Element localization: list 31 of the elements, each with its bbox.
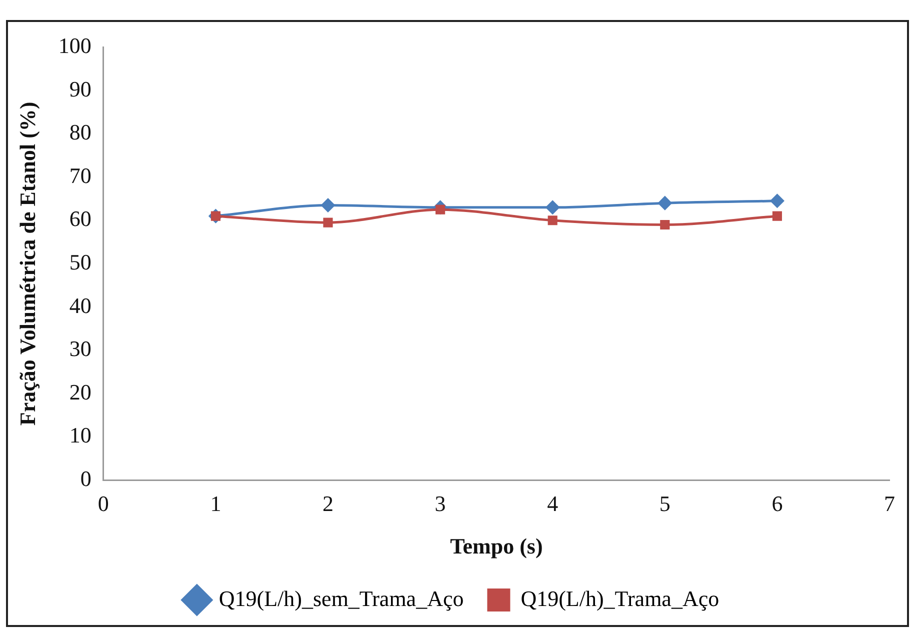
- y-tick-label: 10: [69, 422, 92, 448]
- point: [660, 220, 670, 230]
- y-tick-label: 80: [69, 120, 92, 145]
- y-tick-label: 30: [69, 336, 92, 362]
- point: [546, 200, 560, 214]
- x-tick-label: 0: [98, 491, 109, 516]
- point: [323, 218, 333, 228]
- y-tick-label: 60: [69, 206, 92, 232]
- x-tick-label: 5: [659, 491, 670, 516]
- y-tick-label: 70: [69, 162, 92, 188]
- x-tick-label: 7: [884, 491, 895, 516]
- y-tick-label: 0: [80, 466, 92, 491]
- y-axis-title: Fração Volumétrica de Etanol (%): [14, 102, 40, 426]
- x-axis-title: Tempo (s): [450, 533, 543, 558]
- y-tick-label: 20: [69, 379, 92, 404]
- y-tick-label: 100: [58, 32, 92, 58]
- legend-label: Q19(L/h)_sem_Trama_Aço: [218, 586, 464, 611]
- x-tick-label: 1: [210, 491, 222, 516]
- point: [321, 198, 335, 212]
- point: [658, 196, 672, 210]
- x-tick-label: 2: [322, 491, 334, 516]
- y-tick-label: 90: [69, 76, 92, 102]
- x-tick-label: 4: [547, 491, 558, 516]
- legend-label: Q19(L/h)_Trama_Aço: [520, 586, 720, 611]
- point: [772, 211, 782, 221]
- x-tick-label: 6: [772, 491, 783, 516]
- y-tick-label: 50: [69, 249, 92, 274]
- y-tick-label: 40: [69, 292, 92, 318]
- x-tick-label: 3: [434, 491, 446, 516]
- point: [548, 216, 558, 226]
- point: [770, 194, 784, 208]
